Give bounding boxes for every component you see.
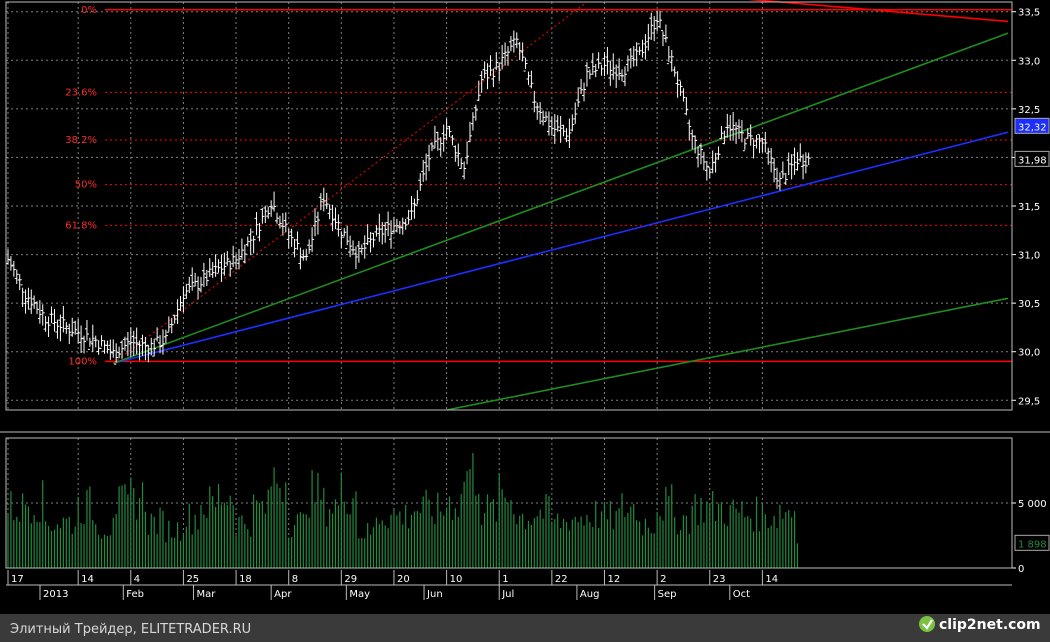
- trend-line: [446, 297, 1009, 410]
- price-pane-border: [5, 1, 1013, 411]
- month-label: Oct: [733, 589, 750, 600]
- volume-axis[interactable]: 5 000 0 1 898: [1012, 499, 1050, 575]
- chart-frame: [0, 1, 1050, 569]
- day-label: 17: [11, 574, 24, 585]
- day-label: 25: [186, 574, 199, 585]
- trend-line: [112, 1, 588, 364]
- volume-bars: [7, 453, 799, 568]
- day-label: 12: [607, 574, 620, 585]
- day-label: 10: [450, 574, 463, 585]
- line-price-label-box: [1014, 117, 1050, 134]
- volume-tick-label: 5 000: [1018, 499, 1047, 510]
- month-label: Apr: [274, 589, 292, 600]
- trend-line: [747, 0, 1009, 23]
- fib-level-label: 0%: [81, 5, 97, 16]
- month-label: Jul: [501, 589, 514, 600]
- fib-level-label: 100%: [68, 356, 97, 367]
- last-volume-label-box: [1014, 534, 1050, 551]
- price-axis[interactable]: 33,533,032,532,031,531,030,530,029,532,3…: [1012, 8, 1050, 408]
- day-label: 8: [292, 574, 298, 585]
- fib-level-label: 61.8%: [65, 220, 97, 231]
- month-label: Sep: [658, 589, 677, 600]
- month-label: May: [349, 589, 370, 600]
- fib-level-label: 38.2%: [65, 135, 97, 146]
- day-label: 4: [134, 574, 140, 585]
- price-tick-label: 31,5: [1018, 202, 1040, 213]
- month-label: Aug: [580, 589, 600, 600]
- day-label: 2: [660, 574, 666, 585]
- volume-tick-label: 0: [1018, 564, 1024, 575]
- last-price-label: 31,98: [1018, 155, 1047, 166]
- day-label: 14: [765, 574, 778, 585]
- price-tick-label: 29,5: [1018, 396, 1040, 407]
- day-label: 29: [344, 574, 357, 585]
- day-label: 23: [713, 574, 726, 585]
- price-tick-label: 30,0: [1018, 348, 1040, 359]
- day-label: 14: [81, 574, 94, 585]
- footer-caption: Элитный Трейдер, ELITETRADER.RU: [10, 622, 251, 637]
- line-price-label: 32,32: [1018, 122, 1047, 133]
- fibonacci-levels: 0% 23.6% 38.2% 50% 61.8% 100%: [65, 5, 1012, 367]
- month-label: Jun: [426, 589, 443, 600]
- price-grid: [6, 2, 1012, 410]
- clip2net-logo: clip2net.com: [919, 616, 1041, 633]
- logo-icon: [919, 616, 935, 632]
- day-label: 18: [239, 574, 252, 585]
- brand-logo[interactable]: clip2net.com: [916, 613, 1044, 639]
- price-bars: [6, 10, 811, 365]
- trend-lines: [112, 0, 1009, 410]
- day-label: 22: [555, 574, 568, 585]
- last-volume-label: 1 898: [1018, 539, 1047, 550]
- price-tick-label: 30,5: [1018, 299, 1040, 310]
- day-label: 20: [397, 574, 410, 585]
- month-label: 2013: [43, 589, 68, 600]
- trend-line: [112, 32, 1009, 365]
- month-label: Mar: [196, 589, 216, 600]
- fib-level-label: 50%: [75, 180, 97, 191]
- month-label: Feb: [126, 589, 144, 600]
- price-tick-label: 32,5: [1018, 105, 1040, 116]
- footer-bar: [0, 614, 1050, 642]
- fib-level-label: 23.6%: [65, 87, 97, 98]
- volume-pane-border: [5, 437, 1013, 569]
- last-price-label-box: [1014, 150, 1050, 167]
- trend-line: [113, 131, 1009, 365]
- brand-text: clip2net.com: [939, 617, 1041, 633]
- price-tick-label: 33,5: [1018, 8, 1040, 19]
- day-label: 1: [502, 574, 508, 585]
- price-tick-label: 31,0: [1018, 251, 1040, 262]
- price-tick-label: 33,0: [1018, 56, 1040, 67]
